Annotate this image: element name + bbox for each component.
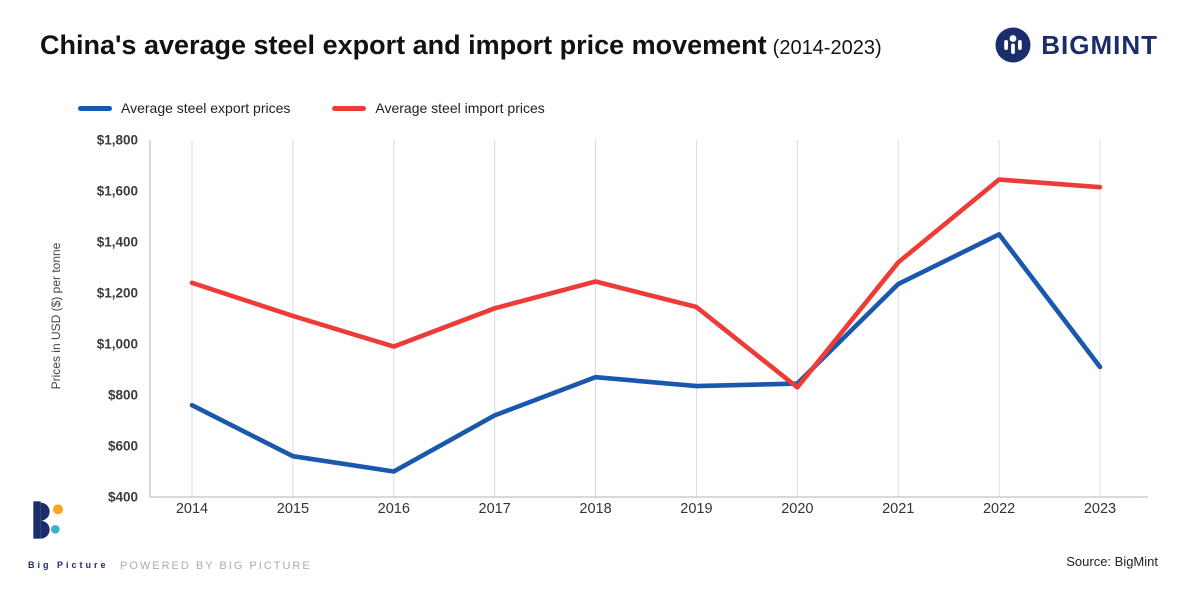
line-chart: $400 $600 $800 $1,000 $1,200 $1,400 $1,600 $1,8… — [97, 133, 1148, 517]
y-tick-label: $1,200 — [97, 286, 138, 301]
bigpicture-logo: Big Picture — [28, 492, 124, 570]
x-tick-label-2019: 2019 — [680, 501, 712, 517]
x-tick-label-2016: 2016 — [378, 501, 410, 517]
chart-title: China's average steel export and import … — [40, 30, 882, 61]
x-tick-label-2020: 2020 — [781, 501, 813, 517]
legend-label-export: Average steel export prices — [121, 100, 291, 116]
legend-swatch-export — [78, 105, 112, 111]
bigpicture-logo-text: Big Picture — [28, 560, 109, 570]
x-tick-label-2023: 2023 — [1084, 501, 1116, 517]
x-tick-label-2018: 2018 — [579, 501, 611, 517]
chart-legend: Average steel export prices Average stee… — [78, 100, 545, 116]
series-line-0 — [189, 232, 1103, 474]
powered-by-text: POWERED BY BIG PICTURE — [120, 560, 312, 572]
source-text: Source: BigMint — [1066, 554, 1158, 569]
bigmint-logo-icon — [995, 27, 1031, 63]
y-tick-label: $400 — [108, 490, 138, 505]
y-tick-label: $1,400 — [97, 235, 138, 250]
page-header: China's average steel export and import … — [40, 30, 882, 61]
y-tick-label: $1,800 — [97, 133, 138, 148]
series-line-1 — [189, 177, 1103, 390]
bigpicture-logo-icon — [33, 501, 63, 539]
y-tick-label: $1,600 — [97, 184, 138, 199]
legend-label-import: Average steel import prices — [375, 100, 545, 116]
chart-title-main: China's average steel export and import … — [40, 30, 767, 60]
x-tick-label-2021: 2021 — [882, 501, 914, 517]
x-tick-label-2015: 2015 — [277, 501, 309, 517]
bigmint-logo: BIGMINT — [994, 26, 1158, 64]
bigmint-logo-text: BIGMINT — [1041, 29, 1158, 60]
x-tick-label-2017: 2017 — [479, 501, 511, 517]
legend-item-export[interactable]: Average steel export prices — [78, 100, 290, 116]
legend-swatch-import — [332, 105, 367, 111]
legend-item-import[interactable]: Average steel import prices — [332, 100, 545, 116]
y-tick-label: $800 — [108, 388, 138, 403]
x-tick-label-2022: 2022 — [983, 501, 1015, 517]
y-tick-label: $600 — [108, 439, 138, 454]
y-tick-label: $1,000 — [97, 337, 138, 352]
x-tick-label-2014: 2014 — [176, 501, 208, 517]
chart-title-years: (2014-2023) — [772, 37, 882, 59]
